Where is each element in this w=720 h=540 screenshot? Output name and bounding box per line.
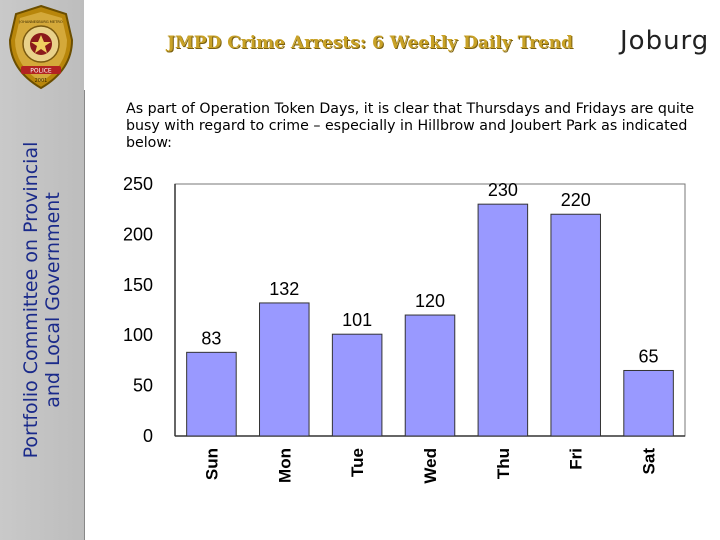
- bar-fri: [550, 213, 601, 437]
- sidebar-title: Portfolio Committee on Provincial and Lo…: [20, 80, 64, 520]
- bar-thu: [477, 203, 529, 437]
- data-label: 65: [639, 346, 659, 366]
- page-title: JMPD Crime Arrests: 6 Weekly Daily Trend: [166, 33, 574, 53]
- bar-sat: [623, 369, 674, 437]
- bar-sun: [186, 351, 237, 437]
- intro-paragraph: As part of Operation Token Days, it is c…: [126, 101, 695, 151]
- y-tick-label: 200: [123, 224, 153, 244]
- badge-police-label: POLICE: [30, 68, 52, 75]
- chart-bars: 83 Sun 132 Mon 101 Tue 120 Wed 230 Thu 220 Fri 65 Sat: [186, 180, 674, 484]
- sidebar-panel: Portfolio Committee on Provincial and Lo…: [0, 0, 85, 540]
- y-tick-label: 150: [123, 275, 153, 295]
- x-tick-label: Thu: [494, 448, 513, 479]
- badge-year: 2001: [35, 78, 48, 84]
- police-badge-logo: POLICE 2001 JOHANNESBURG METRO: [8, 4, 74, 90]
- bar-tue: [331, 333, 383, 437]
- data-label: 220: [561, 190, 591, 210]
- joburg-logo: Joburg: [620, 26, 710, 56]
- sidebar-title-line2: and Local Government: [42, 192, 64, 408]
- y-tick-label: 50: [133, 376, 153, 396]
- y-tick-label: 100: [123, 325, 153, 345]
- data-label: 230: [488, 180, 518, 200]
- x-tick-label: Tue: [348, 448, 367, 477]
- x-tick-label: Sat: [640, 448, 659, 475]
- x-tick-label: Mon: [275, 448, 294, 483]
- bar-chart: 0 50 100 150 200 250 83 Sun 132 Mon 101 Tue 120 Wed 2…: [123, 174, 686, 484]
- bar-mon: [259, 302, 310, 437]
- bar-wed: [404, 314, 456, 437]
- x-tick-label: Fri: [567, 448, 586, 470]
- y-tick-label: 0: [143, 426, 153, 446]
- header-bar: [84, 0, 720, 90]
- sidebar-title-line1: Portfolio Committee on Provincial: [20, 141, 42, 459]
- data-label: 132: [269, 279, 299, 299]
- badge-top-label: JOHANNESBURG METRO: [18, 20, 63, 24]
- data-label: 83: [201, 328, 221, 348]
- y-tick-label: 250: [123, 174, 153, 194]
- x-tick-label: Wed: [421, 448, 440, 484]
- x-tick-label: Sun: [202, 448, 221, 480]
- data-label: 120: [415, 291, 445, 311]
- data-label: 101: [342, 310, 372, 330]
